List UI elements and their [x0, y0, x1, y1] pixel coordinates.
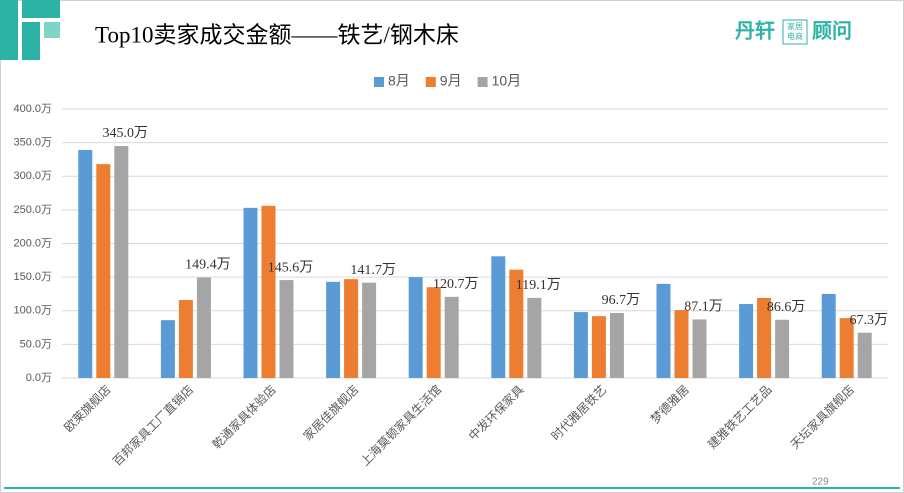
bar — [857, 332, 872, 378]
data-label: 119.1万 — [516, 278, 561, 293]
legend-label: 9月 — [440, 73, 462, 89]
y-tick-label: 250.0万 — [13, 204, 52, 216]
page-number: 229 — [812, 477, 829, 488]
bar — [775, 319, 790, 378]
bar — [509, 269, 524, 378]
logo-box — [782, 19, 808, 45]
y-tick-label: 150.0万 — [13, 271, 52, 283]
decor — [0, 0, 18, 60]
decor — [22, 22, 40, 60]
bar — [408, 277, 423, 378]
data-label: 145.6万 — [268, 260, 314, 275]
y-tick-label: 50.0万 — [20, 338, 52, 350]
legend-swatch — [374, 77, 384, 87]
data-label: 120.7万 — [433, 277, 479, 292]
bar — [114, 145, 129, 378]
bar — [344, 279, 359, 378]
bar — [692, 319, 707, 378]
bar — [96, 164, 111, 378]
logo: 家居 — [787, 21, 803, 31]
bar — [279, 280, 294, 378]
decor — [22, 0, 60, 18]
bar — [426, 287, 441, 378]
bar — [196, 277, 211, 378]
bar — [573, 312, 588, 378]
bar — [261, 205, 276, 378]
data-label: 86.6万 — [767, 300, 806, 315]
bar — [326, 281, 341, 378]
bar — [527, 297, 542, 378]
bar — [757, 297, 772, 378]
data-label: 345.0万 — [103, 126, 149, 141]
bar — [78, 150, 93, 378]
data-label: 149.4万 — [185, 258, 231, 273]
data-label: 67.3万 — [849, 313, 888, 328]
logo: 顾问 — [812, 19, 852, 42]
bar — [609, 312, 624, 378]
legend-swatch — [425, 77, 436, 87]
y-tick-label: 100.0万 — [13, 305, 52, 317]
data-label: 141.7万 — [350, 263, 396, 278]
logo: 电商 — [787, 31, 803, 41]
y-tick-label: 300.0万 — [13, 170, 52, 182]
bar — [591, 316, 606, 378]
bar — [674, 310, 689, 378]
y-tick-label: 200.0万 — [13, 237, 52, 249]
bar — [178, 299, 193, 378]
bar — [739, 304, 754, 378]
legend-label: 10月 — [492, 73, 522, 89]
y-tick-label: 350.0万 — [13, 137, 52, 149]
bar — [160, 320, 175, 378]
y-tick-label: 400.0万 — [13, 103, 52, 115]
bar — [444, 296, 459, 378]
bar — [362, 282, 377, 378]
logo: 丹轩 — [735, 18, 775, 42]
y-tick-label: 0.0万 — [26, 372, 52, 384]
data-label: 87.1万 — [684, 300, 723, 315]
legend-swatch — [477, 77, 488, 87]
bar — [821, 293, 836, 378]
decor — [44, 22, 60, 38]
bar — [243, 207, 258, 378]
bar — [491, 256, 506, 378]
legend-label: 8月 — [388, 73, 410, 89]
bar — [656, 283, 671, 378]
bar — [839, 318, 854, 378]
data-label: 96.7万 — [602, 293, 641, 308]
slide-title: Top10卖家成交金额——铁艺/钢木床 — [95, 22, 459, 47]
